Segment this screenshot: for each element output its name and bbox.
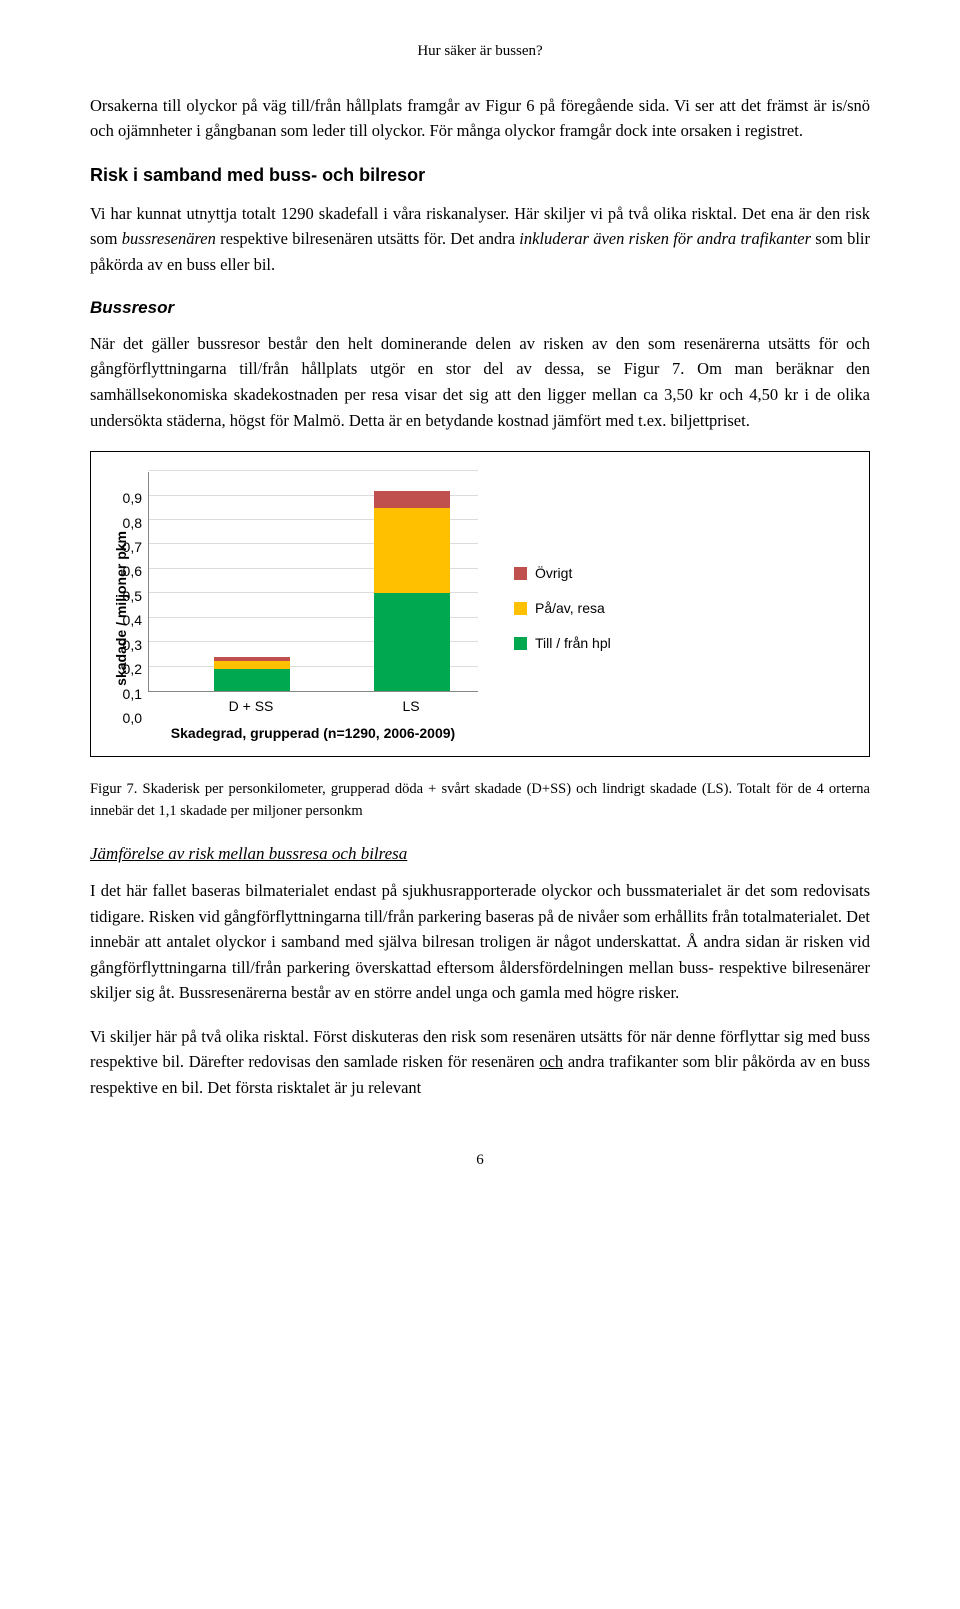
x-tick: D + SS [213,696,289,717]
page-number: 6 [90,1149,870,1172]
caption-text: Figur 7. Skaderisk per personkilometer, … [90,781,737,797]
heading-bussresor: Bussresor [90,295,870,321]
paragraph-risktal2: Vi skiljer här på två olika risktal. För… [90,1024,870,1101]
text-run: respektive bilresenären utsätts för. Det… [216,229,519,248]
legend-swatch [514,567,527,580]
legend: Övrigt På/av, resa Till / från hpl [514,563,611,654]
legend-label: På/av, resa [535,598,605,619]
figure-7-chart: skadade / miljoner pkm 0,00,10,20,30,40,… [90,451,870,757]
heading-jamforelse: Jämförelse av risk mellan bussresa och b… [90,841,870,867]
text-underline: och [539,1052,563,1071]
text-emph: inkluderar även risken för andra trafika… [519,229,811,248]
text-emph: bussresenären [122,229,216,248]
bar-segment [214,661,290,670]
paragraph-risktal: Vi har kunnat utnyttja totalt 1290 skade… [90,201,870,278]
bar [374,491,450,691]
plot-area [148,472,478,692]
gridline [149,470,478,471]
chart-area: skadade / miljoner pkm 0,00,10,20,30,40,… [111,472,478,744]
bar-segment [374,491,450,508]
x-tick: LS [373,696,449,717]
paragraph-jamforelse: I det här fallet baseras bilmaterialet e… [90,878,870,1006]
legend-swatch [514,637,527,650]
legend-item: Övrigt [514,563,611,584]
paragraph-intro: Orsakerna till olyckor på väg till/från … [90,93,870,144]
bar-segment [374,508,450,594]
x-ticks: D + SS LS [148,696,478,717]
x-axis-label: Skadegrad, grupperad (n=1290, 2006-2009) [148,723,478,744]
page-header: Hur säker är bussen? [90,40,870,63]
legend-label: Övrigt [535,563,572,584]
heading-risk: Risk i samband med buss- och bilresor [90,162,870,189]
legend-item: På/av, resa [514,598,611,619]
legend-label: Till / från hpl [535,633,611,654]
figure-7-caption: Figur 7. Skaderisk per personkilometer, … [90,779,870,823]
bar-segment [214,669,290,691]
bar-segment [374,593,450,691]
bar [214,657,290,691]
legend-swatch [514,602,527,615]
legend-item: Till / från hpl [514,633,611,654]
paragraph-bussresor: När det gäller bussresor består den helt… [90,331,870,433]
